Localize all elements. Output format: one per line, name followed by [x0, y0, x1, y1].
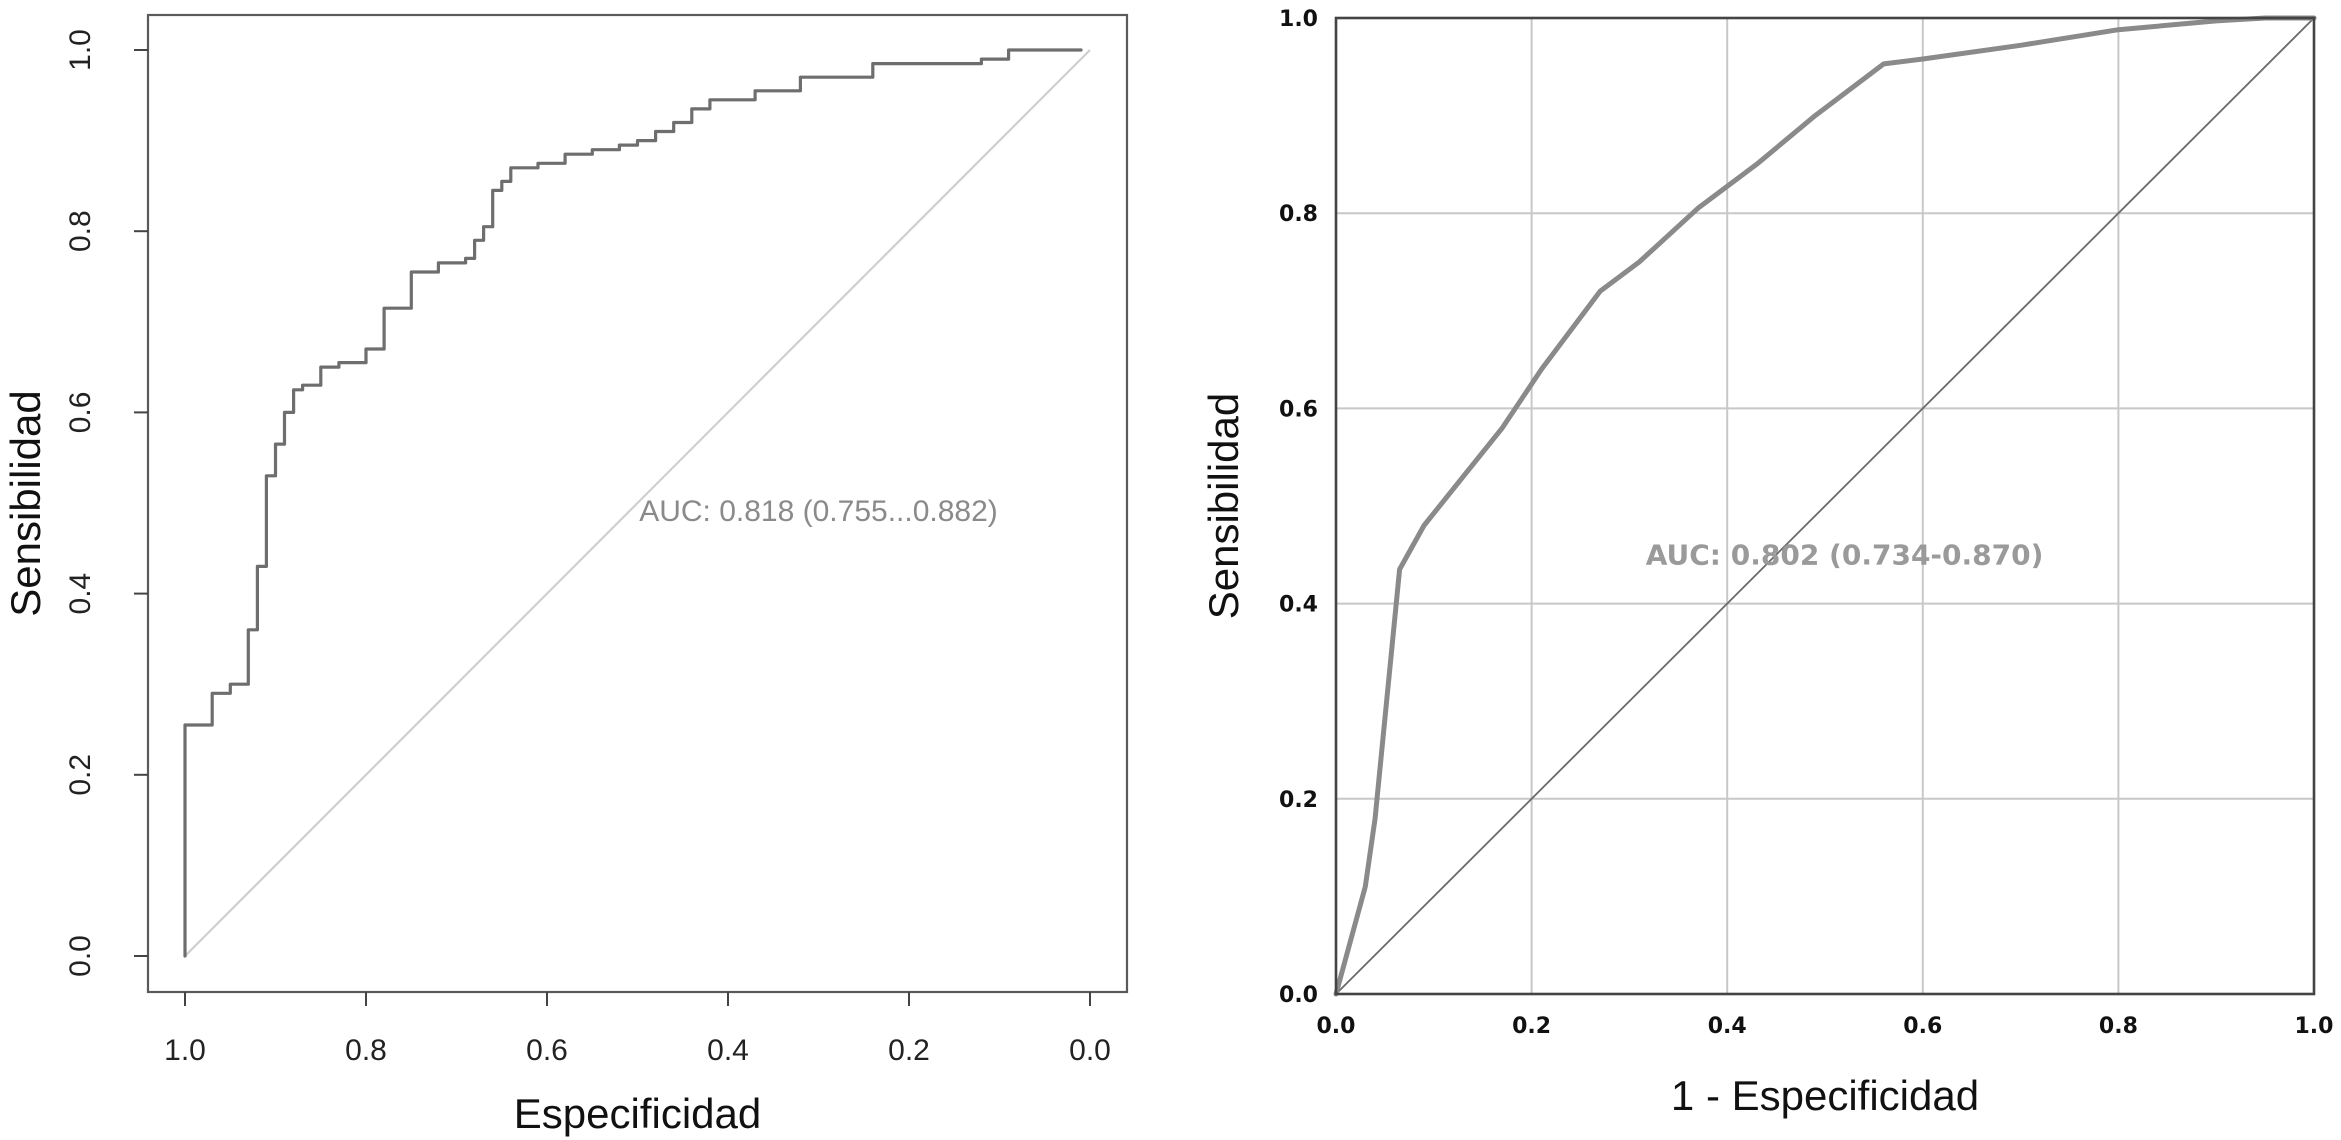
y-tick-label: 0.0 — [1279, 983, 1318, 1008]
y-axis-title: Sensibilidad — [1200, 393, 1247, 620]
y-tick-label: 0.6 — [1279, 397, 1318, 422]
x-tick-label: 0.6 — [526, 1034, 568, 1067]
x-tick-label: 1.0 — [164, 1034, 206, 1067]
y-tick-label: 1.0 — [1279, 7, 1318, 32]
x-tick-label: 0.2 — [1512, 1014, 1551, 1039]
auc-annotation: AUC: 0.802 (0.734-0.870) — [1646, 539, 2044, 572]
y-tick-label: 0.6 — [64, 392, 97, 434]
plot-frame — [1334, 16, 2316, 996]
roc-curve-line — [1333, 15, 2317, 997]
x-axis-title: Especificidad — [514, 1090, 761, 1137]
y-tick-label: 0.4 — [64, 573, 97, 615]
y-tick-label: 0.2 — [1279, 788, 1318, 813]
x-tick-label: 0.2 — [888, 1034, 930, 1067]
roc-chart-1-minus-especificidad: 0.0 0.2 0.4 0.6 0.8 1.0 0.0 0.2 0.4 0.6 0.8 1.0 1 - … — [1200, 7, 2333, 1119]
y-tick-label: 1.0 — [64, 29, 97, 71]
reference-diagonal-line — [1335, 17, 2315, 995]
reference-diagonal-line — [184, 49, 1091, 957]
y-tick-label: 0.2 — [64, 754, 97, 796]
y-tick-label: 0.8 — [1279, 202, 1318, 227]
x-axis-title: 1 - Especificidad — [1671, 1072, 1979, 1119]
x-tick-label: 0.4 — [1708, 1014, 1747, 1039]
y-tick-label: 0.0 — [64, 935, 97, 977]
x-tick-label: 0.8 — [345, 1034, 387, 1067]
x-tick-label: 0.0 — [1069, 1034, 1111, 1067]
x-tick-label: 0.4 — [707, 1034, 749, 1067]
x-tick-label: 0.6 — [1903, 1014, 1942, 1039]
x-tick-label: 1.0 — [2295, 1014, 2334, 1039]
roc-chart-especificidad: 1.0 0.8 0.6 0.4 0.2 0.0 0.0 0.2 0.4 0.6 0.8 1.0 Espe… — [2, 13, 1129, 1137]
y-axis-title: Sensibilidad — [2, 390, 49, 617]
roc-curve-line — [183, 48, 1083, 958]
y-tick-label: 0.4 — [1279, 593, 1318, 618]
x-tick-label: 0.8 — [2099, 1014, 2138, 1039]
plot-frame — [146, 13, 1129, 994]
auc-annotation: AUC: 0.818 (0.755...0.882) — [639, 495, 998, 528]
x-tick-label: 0.0 — [1317, 1014, 1356, 1039]
y-tick-label: 0.8 — [64, 210, 97, 252]
